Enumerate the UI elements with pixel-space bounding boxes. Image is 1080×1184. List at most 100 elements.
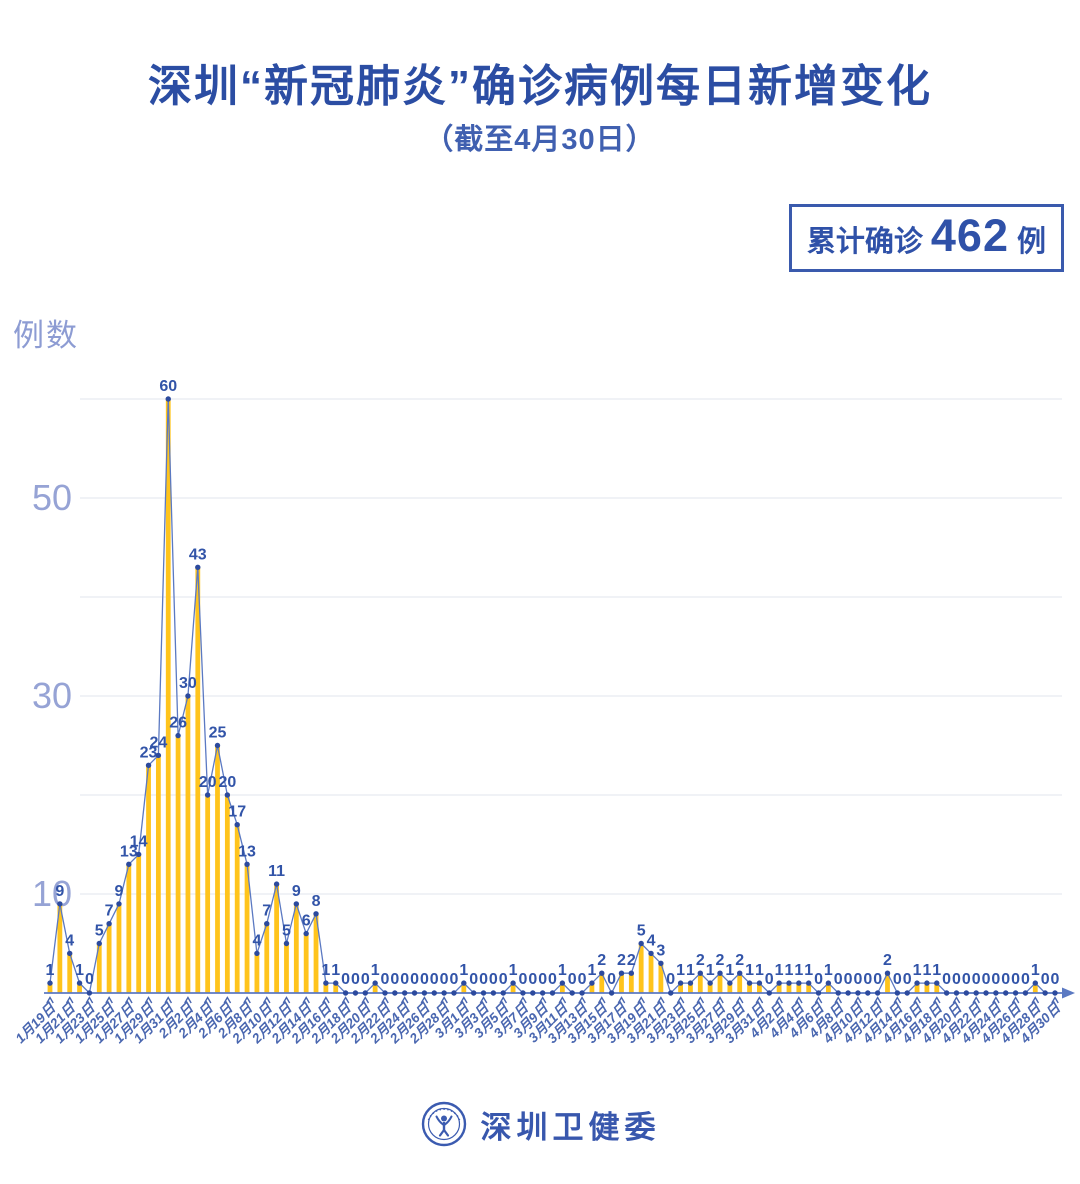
y-axis-title: 例数 xyxy=(13,318,79,353)
data-point-label: 1 xyxy=(824,962,833,979)
x-tick-mark xyxy=(460,996,468,1004)
data-point-label: 1 xyxy=(558,962,567,979)
data-point-dot xyxy=(549,990,556,996)
data-point-dot xyxy=(727,980,733,986)
x-tick-mark xyxy=(834,996,843,1004)
data-point-label: 0 xyxy=(351,971,360,988)
data-point-label: 0 xyxy=(341,971,350,988)
data-point-dot xyxy=(825,980,832,986)
data-point-dot xyxy=(333,980,339,986)
data-point-label: 0 xyxy=(361,971,370,988)
bar xyxy=(146,765,151,993)
data-point-label: 2 xyxy=(696,952,705,969)
x-tick-mark xyxy=(85,996,94,1004)
data-point-dot xyxy=(638,940,644,947)
x-tick-mark xyxy=(282,996,291,1004)
data-point-dot xyxy=(421,990,428,996)
data-point-label: 0 xyxy=(893,971,902,988)
x-tick-mark xyxy=(972,996,980,1004)
data-point-dot xyxy=(431,990,437,996)
data-point-label: 1 xyxy=(725,962,734,979)
data-point-dot xyxy=(786,980,792,986)
x-tick-mark xyxy=(893,996,902,1004)
data-point-dot xyxy=(559,980,566,986)
bar xyxy=(786,983,792,993)
data-point-dot xyxy=(145,762,152,768)
data-point-label: 1 xyxy=(509,962,518,979)
x-tick-mark xyxy=(795,996,803,1004)
data-point-label: 9 xyxy=(115,883,124,900)
x-tick-mark xyxy=(755,996,764,1004)
data-point-dot xyxy=(106,921,112,927)
bar xyxy=(628,973,634,993)
x-tick-mark xyxy=(597,996,606,1004)
data-point-dot xyxy=(1012,990,1019,996)
x-tick-mark xyxy=(873,996,882,1004)
bar xyxy=(244,864,250,993)
data-point-label: 0 xyxy=(479,971,488,988)
data-point-dot xyxy=(500,990,506,996)
data-point-label: 0 xyxy=(972,971,981,988)
data-point-label: 0 xyxy=(518,971,527,988)
data-point-dot xyxy=(283,940,290,947)
data-point-dot xyxy=(204,792,211,798)
bar xyxy=(776,983,782,993)
data-point-dot xyxy=(865,990,871,996)
x-tick-mark xyxy=(952,996,961,1004)
data-point-label: 0 xyxy=(853,971,862,988)
data-point-label: 7 xyxy=(105,903,114,920)
data-point-dot xyxy=(264,921,270,927)
data-point-label: 1 xyxy=(794,962,803,979)
data-point-dot xyxy=(618,970,625,976)
data-point-label: 1 xyxy=(745,962,754,979)
data-point-label: 0 xyxy=(499,971,508,988)
x-tick-mark xyxy=(932,996,941,1004)
data-point-dot xyxy=(372,980,378,986)
bar xyxy=(757,983,762,993)
data-point-label: 0 xyxy=(538,971,547,988)
data-point-dot xyxy=(884,970,891,976)
data-point-label: 24 xyxy=(149,734,167,751)
x-tick-mark xyxy=(657,996,665,1004)
data-point-label: 26 xyxy=(169,715,187,732)
page-title: 深圳“新冠肺炎”确诊病例每日新增变化 xyxy=(148,62,932,111)
x-tick-mark xyxy=(381,996,389,1004)
data-point-dot xyxy=(855,990,861,996)
data-point-label: 1 xyxy=(804,962,813,979)
data-point-label: 0 xyxy=(420,971,429,988)
data-point-label: 9 xyxy=(292,883,301,900)
data-point-label: 14 xyxy=(130,833,148,850)
data-point-label: 0 xyxy=(903,971,912,988)
data-point-label: 0 xyxy=(440,971,449,988)
data-point-label: 1 xyxy=(1031,962,1040,979)
bar xyxy=(155,755,161,993)
data-point-label: 1 xyxy=(459,962,468,979)
data-point-label: 0 xyxy=(489,971,498,988)
data-point-label: 0 xyxy=(390,971,399,988)
x-tick-mark xyxy=(184,996,192,1004)
data-point-label: 4 xyxy=(65,932,74,949)
data-point-dot xyxy=(165,396,171,402)
data-point-dot xyxy=(126,861,132,867)
bar xyxy=(559,983,565,993)
data-point-dot xyxy=(943,990,950,996)
data-point-dot xyxy=(815,990,822,996)
data-point-label: 2 xyxy=(716,952,725,969)
bar xyxy=(175,735,181,993)
data-point-dot xyxy=(451,990,457,996)
data-point-label: 2 xyxy=(597,952,606,969)
data-point-label: 8 xyxy=(312,893,321,910)
data-point-dot xyxy=(195,564,201,570)
bar xyxy=(885,973,890,993)
data-point-dot xyxy=(244,861,250,867)
data-point-label: 13 xyxy=(120,843,138,860)
data-point-label: 1 xyxy=(932,962,941,979)
data-point-dot xyxy=(510,980,516,986)
bar xyxy=(185,696,191,993)
data-point-label: 0 xyxy=(1001,971,1010,988)
data-point-label: 1 xyxy=(321,962,330,979)
bar xyxy=(589,983,595,993)
data-point-dot xyxy=(599,970,605,976)
data-point-dot xyxy=(57,901,63,907)
